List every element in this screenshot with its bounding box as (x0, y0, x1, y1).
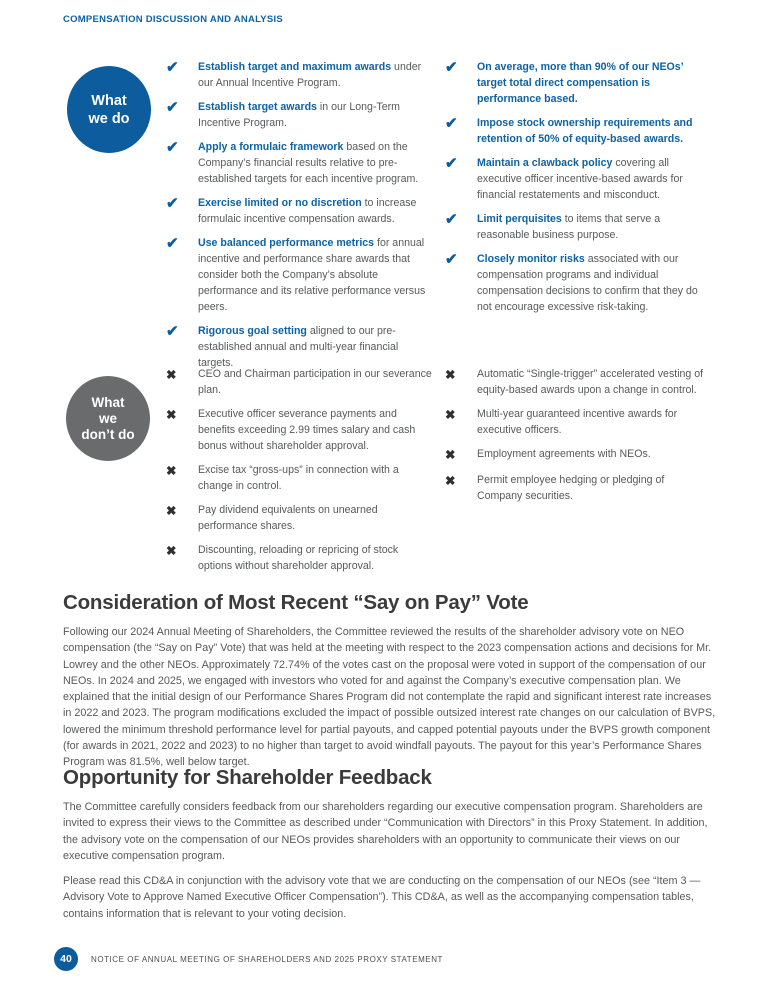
list-item: ✖ Permit employee hedging or pledging of… (445, 472, 711, 504)
what-we-dont-do-badge: What we don’t do (66, 376, 150, 461)
check-icon: ✔ (445, 59, 458, 76)
list-item-text: Establish target and maximum awards unde… (198, 61, 422, 89)
what-we-do-column-left: ✔ Establish target and maximum awards un… (166, 59, 432, 379)
list-item-text: Excise tax “gross-ups” in connection wit… (198, 464, 399, 492)
list-item: ✔ Limit perquisites to items that serve … (445, 211, 711, 243)
list-item: ✔ Use balanced performance metrics for a… (166, 235, 432, 315)
x-icon: ✖ (166, 464, 177, 478)
say-on-pay-paragraph: Following our 2024 Annual Meeting of Sha… (63, 626, 716, 769)
list-item-text: Closely monitor risks associated with ou… (477, 253, 698, 313)
x-icon: ✖ (166, 408, 177, 422)
list-item-text: Impose stock ownership requirements and … (477, 117, 693, 145)
page-header: COMPENSATION DISCUSSION AND ANALYSIS (63, 14, 283, 25)
list-item: ✔ Establish target and maximum awards un… (166, 59, 432, 91)
list-item-text: Discounting, reloading or repricing of s… (198, 544, 399, 572)
badge-line: What (91, 92, 127, 109)
check-icon: ✔ (445, 155, 458, 172)
what-we-dont-do-column-left: ✖ CEO and Chairman participation in our … (166, 366, 432, 582)
check-icon: ✔ (166, 235, 179, 252)
list-item: ✖ Multi-year guaranteed incentive awards… (445, 406, 711, 438)
x-icon: ✖ (445, 474, 456, 488)
list-item: ✔ Impose stock ownership requirements an… (445, 115, 711, 147)
list-item-text: On average, more than 90% of our NEOs’ t… (477, 61, 684, 105)
list-item-text: Establish target awards in our Long-Term… (198, 101, 400, 129)
x-icon: ✖ (166, 504, 177, 518)
list-item: ✔ Maintain a clawback policy covering al… (445, 155, 711, 203)
list-item: ✔ On average, more than 90% of our NEOs’… (445, 59, 711, 107)
list-item-text: Apply a formulaic framework based on the… (198, 141, 419, 185)
list-item-text: Rigorous goal setting aligned to our pre… (198, 325, 399, 369)
x-icon: ✖ (445, 408, 456, 422)
list-item-text: Pay dividend equivalents on unearned per… (198, 504, 378, 532)
list-item: ✖ Employment agreements with NEOs. (445, 446, 711, 464)
list-item: ✖ Executive officer severance payments a… (166, 406, 432, 454)
what-we-do-column-right: ✔ On average, more than 90% of our NEOs’… (445, 59, 711, 323)
list-item-text: Executive officer severance payments and… (198, 408, 416, 452)
list-item: ✔ Apply a formulaic framework based on t… (166, 139, 432, 187)
list-item: ✔ Establish target awards in our Long-Te… (166, 99, 432, 131)
list-item: ✖ Excise tax “gross-ups” in connection w… (166, 462, 432, 494)
what-we-dont-do-column-right: ✖ Automatic “Single-trigger” accelerated… (445, 366, 711, 512)
say-on-pay-section: Consideration of Most Recent “Say on Pay… (63, 591, 719, 780)
check-icon: ✔ (166, 139, 179, 156)
list-item: ✖ Discounting, reloading or repricing of… (166, 542, 432, 574)
check-icon: ✔ (445, 211, 458, 228)
check-icon: ✔ (445, 251, 458, 268)
list-item: ✔ Rigorous goal setting aligned to our p… (166, 323, 432, 371)
footer-text: NOTICE OF ANNUAL MEETING OF SHAREHOLDERS… (91, 954, 443, 964)
list-item-text: Use balanced performance metrics for ann… (198, 237, 426, 313)
shareholder-feedback-paragraph-2: Please read this CD&A in conjunction wit… (63, 875, 701, 920)
x-icon: ✖ (445, 368, 456, 382)
x-icon: ✖ (166, 544, 177, 558)
page-number-badge: 40 (54, 947, 78, 971)
list-item: ✔ Exercise limited or no discretion to i… (166, 195, 432, 227)
say-on-pay-title: Consideration of Most Recent “Say on Pay… (63, 591, 529, 614)
check-icon: ✔ (166, 323, 179, 340)
list-item-text: Automatic “Single-trigger” accelerated v… (477, 368, 704, 396)
list-item-text: Permit employee hedging or pledging of C… (477, 474, 665, 502)
list-item-text: Employment agreements with NEOs. (477, 448, 651, 460)
list-item: ✖ CEO and Chairman participation in our … (166, 366, 432, 398)
shareholder-feedback-section: Opportunity for Shareholder Feedback The… (63, 766, 719, 931)
list-item-text: Limit perquisites to items that serve a … (477, 213, 661, 241)
badge-line: we (98, 410, 117, 426)
list-item-text: CEO and Chairman participation in our se… (198, 368, 432, 396)
page-footer: 40 NOTICE OF ANNUAL MEETING OF SHAREHOLD… (54, 947, 443, 971)
list-item: ✔ Closely monitor risks associated with … (445, 251, 711, 315)
badge-line: don’t do (81, 426, 135, 442)
shareholder-feedback-paragraph-1: The Committee carefully considers feedba… (63, 801, 708, 862)
x-icon: ✖ (445, 448, 456, 462)
list-item-text: Maintain a clawback policy covering all … (477, 157, 683, 201)
check-icon: ✔ (166, 59, 179, 76)
badge-line: What (91, 394, 125, 410)
check-icon: ✔ (166, 195, 179, 212)
list-item: ✖ Pay dividend equivalents on unearned p… (166, 502, 432, 534)
list-item: ✖ Automatic “Single-trigger” accelerated… (445, 366, 711, 398)
what-we-do-badge: What we do (67, 66, 151, 153)
shareholder-feedback-title: Opportunity for Shareholder Feedback (63, 766, 432, 789)
badge-line: we do (88, 110, 130, 127)
list-item-text: Multi-year guaranteed incentive awards f… (477, 408, 678, 436)
check-icon: ✔ (166, 99, 179, 116)
x-icon: ✖ (166, 368, 177, 382)
check-icon: ✔ (445, 115, 458, 132)
list-item-text: Exercise limited or no discretion to inc… (198, 197, 417, 225)
